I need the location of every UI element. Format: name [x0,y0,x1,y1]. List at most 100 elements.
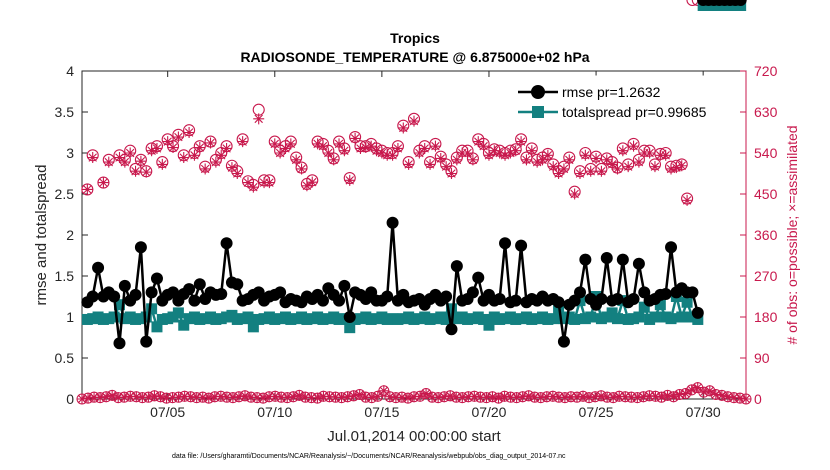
obs-assimilated-point [344,174,356,186]
rmse-point [472,271,485,284]
rmse-point [183,283,196,296]
y-tick-label-right: 630 [754,104,778,120]
rmse-point [450,260,463,273]
obs-assimilated-point [247,181,259,193]
x-tick-label: 07/15 [364,404,399,420]
rmse-point [499,237,512,250]
obs-assimilated-point [253,113,265,125]
rmse-point [440,290,453,303]
obs-assimilated-point [162,136,174,148]
obs-assimilated-point [499,149,511,161]
obs-assimilated-point [510,145,522,157]
rmse-point [145,286,158,299]
totalspread-point [113,299,125,311]
obs-assimilated-point [338,145,350,157]
x-axis-label: Jul.01,2014 00:00:00 start [327,428,501,445]
obs-assimilated-point [606,158,618,170]
obs-assimilated-point [504,147,516,159]
obs-assimilated-point [301,180,313,192]
obs-assimilated-point [151,142,163,154]
y-tick-label: 3 [66,145,74,161]
obs-assimilated-point [172,131,184,143]
obs-assimilated-point [681,194,693,206]
obs-assimilated-point [520,154,532,166]
totalspread-point [344,322,356,334]
rmse-point [86,290,99,303]
obs-assimilated-point [628,140,640,152]
chart-title: Tropics [390,30,440,46]
rmse-point [274,286,287,299]
obs-assimilated-point [445,168,457,179]
obs-assimilated-point [467,154,479,166]
obs-assimilated-point [563,154,575,166]
rmse-point [557,335,570,348]
totalspread-point [178,319,190,331]
rmse-point [231,278,244,291]
obs-assimilated-point [526,145,538,157]
obs-assimilated-point [274,147,286,159]
rmse-point [611,292,624,305]
obs-assimilated-point [585,165,597,177]
obs-assimilated-point [553,168,565,179]
obs-assimilated-point [178,152,190,164]
y-tick-label-right: 450 [754,186,778,202]
y-tick-label-right: 90 [754,350,770,366]
chart-subtitle: RADIOSONDE_TEMPERATURE @ 6.875000e+02 hP… [240,49,589,65]
totalspread-point [638,301,650,313]
obs-assimilated-point [515,136,527,148]
obs-assimilated-point [574,168,586,179]
rmse-point [220,237,233,250]
totalspread-point [633,311,645,323]
totalspread-point [547,313,559,325]
rmse-point [92,261,105,274]
obs-assimilated-point [397,122,409,134]
legend: rmse pr=1.2632 totalspread pr=0.99685 [497,75,739,123]
obs-assimilated-point [290,154,302,166]
rmse-point [215,288,228,301]
obs-assimilated-point [146,145,158,157]
rmse-point [316,294,329,307]
obs-assimilated-point [590,152,602,164]
rmse-point [188,294,201,307]
obs-bottom-line [81,387,747,400]
rmse-point [333,294,346,307]
obs-assimilated-point [183,127,195,138]
obs-assimilated-point [403,158,415,170]
obs-assimilated-point [622,161,634,173]
totalspread-point [146,303,158,315]
rmse-point [616,253,629,266]
obs-assimilated-point [188,149,200,161]
rmse-point [150,272,163,285]
rmse-point [574,286,586,299]
totalspread-point [692,313,704,325]
rmse-point [466,286,479,299]
totalspread-point [440,313,452,325]
obs-assimilated-point [156,158,168,170]
obs-assimilated-point [322,147,334,159]
totalspread-point [606,307,618,319]
obs-assimilated-point [263,177,275,189]
obs-assimilated-point [210,156,222,168]
obs-assimilated-point [451,154,463,166]
y-tick-label-right: 360 [754,227,778,243]
rmse-point [129,288,142,301]
rmse-point [665,241,678,254]
obs-assimilated-point [644,147,656,159]
obs-assimilated-point [649,161,661,173]
obs-assimilated-point [269,138,281,150]
rmse-point [627,292,640,305]
obs-assimilated-point [660,149,672,161]
rmse-point [381,290,394,303]
rmse-point [734,0,747,6]
y-tick-label: 2.5 [55,186,75,202]
rmse-point [113,337,126,350]
rmse-point [140,335,153,348]
totalspread-point [172,307,184,319]
obs-assimilated-point [413,147,425,159]
obs-assimilated-point [617,145,629,157]
x-tick-label: 07/30 [686,404,721,420]
obs-assimilated-point [226,162,238,174]
totalspread-point [140,311,152,323]
y-tick-label: 1 [66,309,74,325]
totalspread-point [569,313,581,325]
